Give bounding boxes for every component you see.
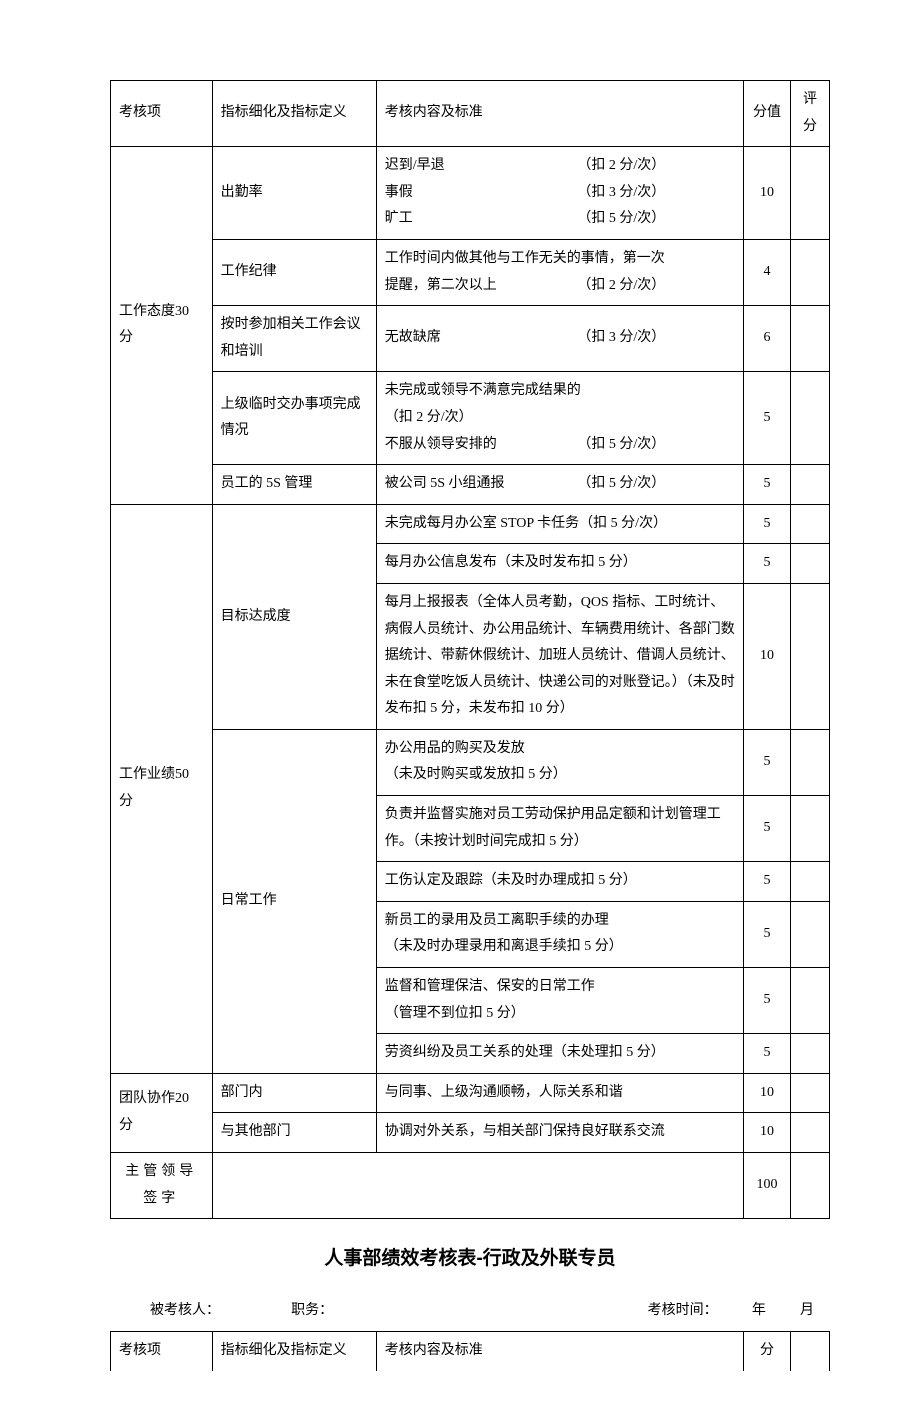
score-cell: 5: [744, 544, 791, 584]
table-row: 工作态度30 分 出勤率 迟到/早退（扣 2 分/次） 事假（扣 3 分/次） …: [111, 147, 830, 240]
score-cell: 6: [744, 306, 791, 372]
header-rating: 评分: [790, 81, 829, 147]
indicator-5s: 员工的 5S 管理: [212, 465, 376, 505]
footer-rating: [790, 1153, 829, 1219]
header-score: 分值: [744, 81, 791, 147]
header-indicator: 指标细化及指标定义: [212, 81, 376, 147]
footer-score: 100: [744, 1153, 791, 1219]
table-row: 员工的 5S 管理 被公司 5S 小组通报（扣 5 分/次） 5: [111, 465, 830, 505]
content-meeting: 无故缺席（扣 3 分/次）: [376, 306, 743, 372]
score-cell: 5: [744, 1034, 791, 1074]
table-row: 工作纪律 工作时间内做其他与工作无关的事情，第一次 提醒，第二次以上（扣 2 分…: [111, 239, 830, 305]
header-content: 考核内容及标准: [376, 81, 743, 147]
rating-cell: [790, 862, 829, 902]
rating-cell: [790, 147, 829, 240]
rating-cell: [790, 796, 829, 862]
rating-cell: [790, 968, 829, 1034]
table-row: 与其他部门 协调对外关系，与相关部门保持良好联系交流 10: [111, 1113, 830, 1153]
table-row: 工作业绩50 分 目标达成度 未完成每月办公室 STOP 卡任务（扣 5 分/次…: [111, 504, 830, 544]
rating-cell: [790, 306, 829, 372]
rating-cell: [790, 1034, 829, 1074]
category-teamwork: 团队协作20 分: [111, 1073, 213, 1152]
score-cell: 5: [744, 968, 791, 1034]
table-row: 团队协作20 分 部门内 与同事、上级沟通顺畅，人际关系和谐 10: [111, 1073, 830, 1113]
content-cell: 工伤认定及跟踪（未及时办理成扣 5 分）: [376, 862, 743, 902]
indicator-internal: 部门内: [212, 1073, 376, 1113]
header2-rating: [790, 1332, 829, 1371]
header2-content: 考核内容及标准: [376, 1332, 743, 1371]
score-cell: 5: [744, 901, 791, 967]
rating-cell: [790, 544, 829, 584]
content-cell: 每月上报报表（全体人员考勤，QOS 指标、工时统计、病假人员统计、办公用品统计、…: [376, 583, 743, 729]
content-cell: 办公用品的购买及发放 （未及时购买或发放扣 5 分）: [376, 729, 743, 795]
rating-cell: [790, 1113, 829, 1153]
indicator-tasks: 上级临时交办事项完成情况: [212, 372, 376, 465]
score-cell: 10: [744, 1073, 791, 1113]
content-cell: 新员工的录用及员工离职手续的办理 （未及时办理录用和离退手续扣 5 分）: [376, 901, 743, 967]
rating-cell: [790, 729, 829, 795]
indicator-goals: 目标达成度: [212, 504, 376, 729]
indicator-attendance: 出勤率: [212, 147, 376, 240]
header2-indicator: 指标细化及指标定义: [212, 1332, 376, 1371]
rating-cell: [790, 372, 829, 465]
footer-empty: [212, 1153, 743, 1219]
table-footer-row: 主管领导签字 100: [111, 1153, 830, 1219]
table-header-row: 考核项 指标细化及指标定义 考核内容及标准 分值 评分: [111, 81, 830, 147]
content-cell: 未完成每月办公室 STOP 卡任务（扣 5 分/次）: [376, 504, 743, 544]
rating-cell: [790, 1073, 829, 1113]
rating-cell: [790, 465, 829, 505]
score-cell: 5: [744, 862, 791, 902]
header2-category: 考核项: [111, 1332, 213, 1371]
rating-cell: [790, 239, 829, 305]
table-row: 按时参加相关工作会议和培训 无故缺席（扣 3 分/次） 6: [111, 306, 830, 372]
table-row: 上级临时交办事项完成情况 未完成或领导不满意完成结果的 （扣 2 分/次） 不服…: [111, 372, 830, 465]
assessment-table: 考核项 指标细化及指标定义 考核内容及标准 分值 评分 工作态度30 分 出勤率…: [110, 80, 830, 1219]
content-cell: 协调对外关系，与相关部门保持良好联系交流: [376, 1113, 743, 1153]
header-category: 考核项: [111, 81, 213, 147]
content-cell: 监督和管理保洁、保安的日常工作 （管理不到位扣 5 分）: [376, 968, 743, 1034]
content-cell: 负责并监督实施对员工劳动保护用品定额和计划管理工作。（未按计划时间完成扣 5 分…: [376, 796, 743, 862]
score-cell: 5: [744, 796, 791, 862]
category-attitude: 工作态度30 分: [111, 147, 213, 505]
score-cell: 10: [744, 147, 791, 240]
header2-score: 分: [744, 1332, 791, 1371]
content-tasks: 未完成或领导不满意完成结果的 （扣 2 分/次） 不服从领导安排的（扣 5 分/…: [376, 372, 743, 465]
score-cell: 4: [744, 239, 791, 305]
table-row: 日常工作 办公用品的购买及发放 （未及时购买或发放扣 5 分） 5: [111, 729, 830, 795]
rating-cell: [790, 504, 829, 544]
rating-cell: [790, 901, 829, 967]
content-discipline: 工作时间内做其他与工作无关的事情，第一次 提醒，第二次以上（扣 2 分/次）: [376, 239, 743, 305]
score-cell: 5: [744, 504, 791, 544]
section-title-2: 人事部绩效考核表-行政及外联专员: [110, 1243, 830, 1270]
score-cell: 10: [744, 583, 791, 729]
content-cell: 与同事、上级沟通顺畅，人际关系和谐: [376, 1073, 743, 1113]
indicator-meeting: 按时参加相关工作会议和培训: [212, 306, 376, 372]
content-cell: 劳资纠纷及员工关系的处理（未处理扣 5 分）: [376, 1034, 743, 1074]
rating-cell: [790, 583, 829, 729]
assessment-table-2: 考核项 指标细化及指标定义 考核内容及标准 分: [110, 1331, 830, 1371]
footer-label: 主管领导签字: [111, 1153, 213, 1219]
score-cell: 10: [744, 1113, 791, 1153]
content-cell: 每月办公信息发布（未及时发布扣 5 分）: [376, 544, 743, 584]
content-5s: 被公司 5S 小组通报（扣 5 分/次）: [376, 465, 743, 505]
indicator-discipline: 工作纪律: [212, 239, 376, 305]
table2-header-row: 考核项 指标细化及指标定义 考核内容及标准 分: [111, 1332, 830, 1371]
score-cell: 5: [744, 372, 791, 465]
content-attendance: 迟到/早退（扣 2 分/次） 事假（扣 3 分/次） 旷工（扣 5 分/次）: [376, 147, 743, 240]
score-cell: 5: [744, 729, 791, 795]
category-performance: 工作业绩50 分: [111, 504, 213, 1073]
score-cell: 5: [744, 465, 791, 505]
indicator-external: 与其他部门: [212, 1113, 376, 1153]
indicator-daily: 日常工作: [212, 729, 376, 1073]
